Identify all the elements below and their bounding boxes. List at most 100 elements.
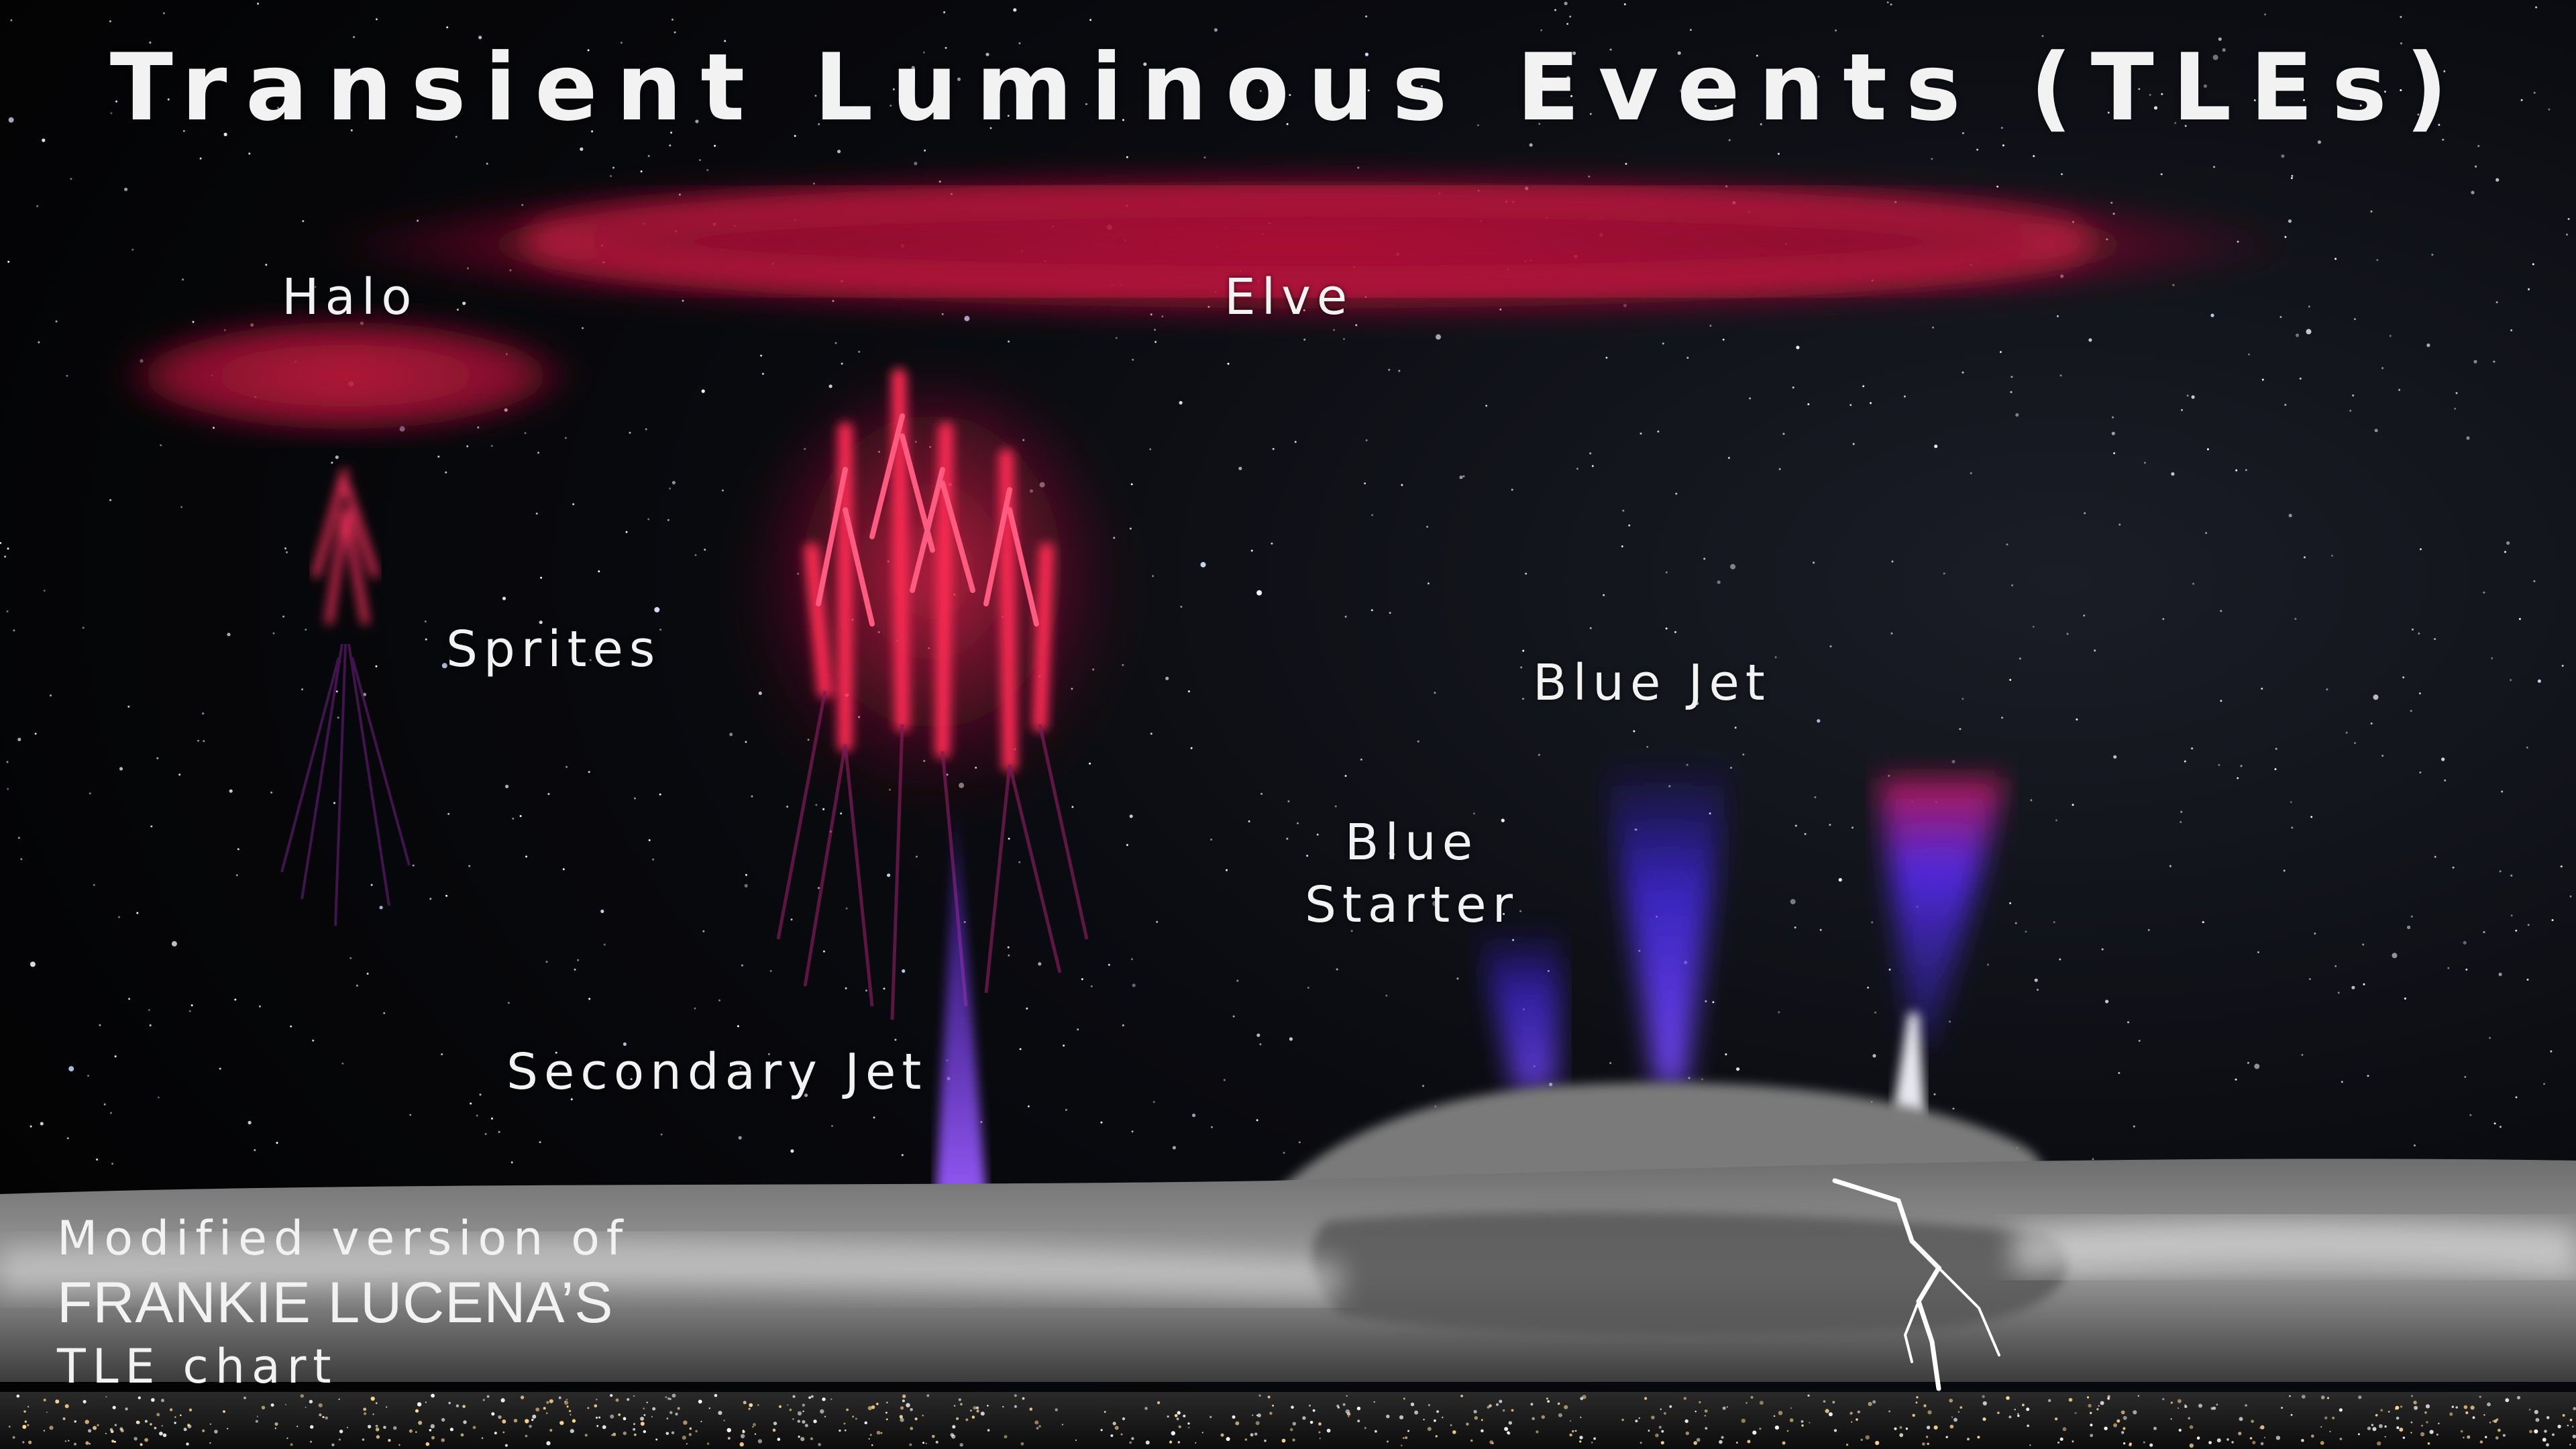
credit-line-2: FRANKIE LUCENA’S — [57, 1271, 614, 1335]
city-light — [1022, 1397, 1025, 1400]
star — [1589, 452, 1592, 455]
star — [441, 663, 447, 669]
city-light — [1949, 1399, 1953, 1403]
star — [760, 354, 763, 357]
city-light — [960, 1403, 963, 1405]
star — [830, 52, 833, 54]
star — [1130, 483, 1133, 486]
city-light — [1014, 1405, 1017, 1408]
city-light — [209, 1423, 212, 1426]
city-light — [2371, 1424, 2374, 1426]
city-light — [2572, 1434, 2576, 1439]
star — [2418, 692, 2421, 695]
city-light — [274, 1428, 276, 1430]
star — [1089, 762, 1091, 765]
city-light — [1736, 1442, 1738, 1444]
city-light — [1949, 1424, 1954, 1429]
city-light — [83, 1399, 87, 1404]
star — [1819, 928, 1822, 931]
city-light — [300, 1394, 304, 1398]
star — [751, 795, 753, 798]
city-light — [2116, 1419, 2121, 1423]
city-light — [777, 1438, 781, 1441]
star — [1657, 430, 1660, 433]
city-light — [868, 1438, 870, 1440]
city-light — [2546, 1416, 2550, 1419]
star — [2033, 155, 2035, 158]
star — [804, 1093, 808, 1097]
star — [630, 1078, 633, 1081]
star — [598, 570, 600, 573]
star — [2034, 978, 2038, 982]
city-light — [2239, 1417, 2243, 1421]
star — [1852, 443, 1855, 445]
star — [2306, 329, 2312, 335]
star — [2447, 967, 2450, 969]
city-light — [1403, 1397, 1405, 1400]
star — [2341, 1081, 2343, 1083]
city-light — [498, 1415, 502, 1419]
star — [2202, 921, 2204, 924]
city-light — [113, 1440, 116, 1443]
star — [2205, 532, 2208, 534]
city-light — [1846, 1444, 1849, 1446]
city-light — [584, 1434, 588, 1437]
star — [790, 918, 793, 921]
star — [902, 969, 906, 973]
star — [2191, 395, 2195, 399]
city-light — [455, 1404, 460, 1407]
star — [883, 987, 885, 990]
city-light — [491, 1412, 495, 1416]
city-light — [114, 1424, 117, 1427]
city-light — [1020, 1442, 1024, 1446]
star — [34, 733, 37, 735]
star — [350, 957, 352, 959]
city-light — [531, 1418, 534, 1421]
star — [2334, 965, 2337, 967]
city-light — [1100, 1429, 1103, 1432]
city-light — [1474, 1416, 1478, 1420]
star — [2181, 409, 2183, 411]
city-light — [186, 1442, 189, 1446]
city-light — [28, 1440, 32, 1444]
star — [1260, 792, 1263, 795]
city-light — [429, 1429, 432, 1432]
city-light — [88, 1429, 92, 1433]
star — [2442, 138, 2445, 141]
city-light — [2339, 1438, 2343, 1440]
city-light — [797, 1411, 802, 1416]
star — [539, 621, 543, 625]
city-light — [1110, 1434, 1114, 1438]
city-light — [1875, 1440, 1880, 1446]
city-light — [1722, 1406, 1726, 1410]
city-light — [520, 1395, 525, 1399]
star — [1566, 76, 1570, 80]
star — [2186, 394, 2189, 397]
city-light — [2378, 1424, 2383, 1428]
city-light — [393, 1426, 397, 1430]
city-light — [85, 1441, 89, 1445]
star — [2420, 548, 2422, 551]
city-light — [723, 1419, 725, 1421]
star — [2548, 108, 2551, 111]
city-light — [144, 1438, 149, 1442]
star — [1132, 983, 1136, 987]
star — [314, 286, 317, 288]
star — [7, 788, 9, 790]
star — [1525, 572, 1527, 575]
blue-starter — [1476, 926, 1563, 1093]
city-light — [150, 1423, 152, 1426]
credit-block: Modified version of FRANKIE LUCENA’S TLE… — [57, 1211, 629, 1394]
city-light — [1210, 1415, 1212, 1418]
star — [1013, 8, 1017, 12]
city-light — [1183, 1414, 1186, 1417]
city-light — [1899, 1433, 1904, 1438]
star — [412, 864, 415, 867]
city-light — [987, 1405, 989, 1407]
city-light — [1256, 1414, 1258, 1417]
star — [2101, 948, 2104, 951]
city-light — [1865, 1435, 1870, 1440]
star — [645, 428, 647, 431]
city-light — [1580, 1416, 1582, 1418]
star — [2213, 166, 2216, 168]
